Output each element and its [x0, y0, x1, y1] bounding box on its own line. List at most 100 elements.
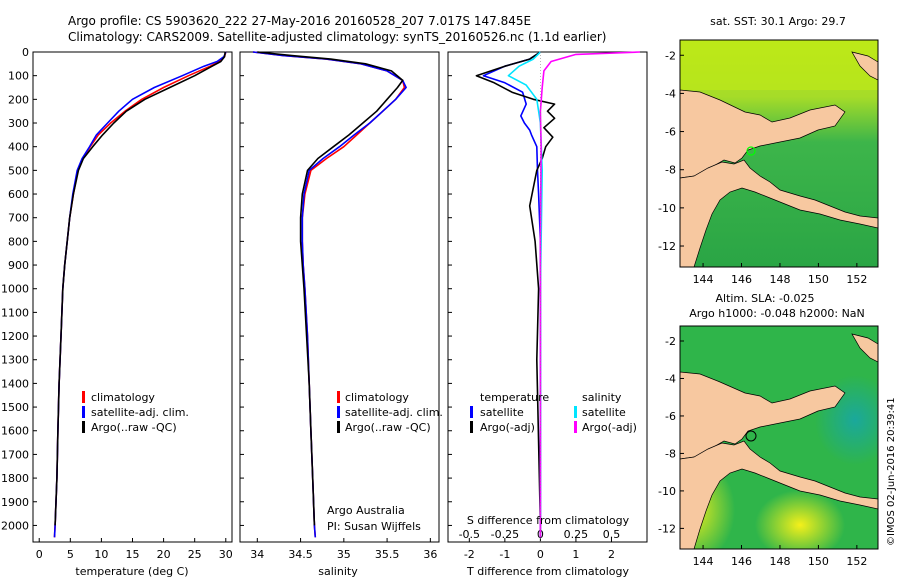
depth-tick-label: 200 — [8, 93, 29, 106]
sst-map-frame — [679, 39, 879, 268]
lon-tick-label: 144 — [693, 555, 714, 568]
sla-map-title-line2: Argo h1000: -0.048 h2000: NaN — [689, 307, 865, 320]
lat-tick-label: -10 — [658, 202, 676, 215]
legend-label-temp-argo: Argo(-adj) — [480, 421, 535, 434]
legend-swatch-satellite — [82, 406, 85, 418]
depth-tick-label: 900 — [8, 259, 29, 272]
lon-tick-label: 146 — [731, 555, 752, 568]
temperature-legend: climatology satellite-adj. clim. Argo(..… — [82, 391, 189, 434]
x-tick-label: 0 — [537, 548, 544, 561]
sla-map-lat-axis: -2 -4 -6 -8 -10 -12 — [658, 335, 684, 535]
legend-heading-temperature: temperature — [480, 391, 549, 404]
lon-tick-label: 144 — [693, 273, 714, 286]
legend-label-temp-satellite: satellite — [480, 406, 524, 419]
new-britain-landmass — [851, 333, 878, 363]
x-tick-label: 34 — [250, 548, 264, 561]
series-temperature-argo-adj- — [475, 51, 556, 526]
lat-tick-label: -6 — [665, 126, 676, 139]
depth-tick-label: 1300 — [1, 354, 29, 367]
figure-title-line1: Argo profile: CS 5903620_222 27-May-2016… — [68, 14, 531, 28]
difference-panel: -2 -1 0 1 2 -0.5 -0.25 0 0.25 0.5 T difference f… — [447, 51, 648, 578]
sst-map-lon-axis: 144 146 148 150 152 — [693, 263, 867, 286]
argo-australia-note: Argo Australia — [327, 504, 405, 517]
x-tick-label: 36 — [423, 548, 437, 561]
depth-tick-label: 1700 — [1, 448, 29, 461]
temperature-panel: 0100200300400500600700800900100011001200… — [1, 46, 233, 578]
depth-axis: 0 100 200 300 400 500 600 700 800 900 1000 1100 1200… — [1, 46, 29, 532]
series-argo-raw-qc- — [54, 51, 226, 526]
sst-map-title: sat. SST: 30.1 Argo: 29.7 — [710, 15, 846, 28]
lon-tick-label: 148 — [769, 555, 790, 568]
x-tick-label: 35 — [337, 548, 351, 561]
legend-heading-salinity: salinity — [582, 391, 622, 404]
lat-tick-label: -10 — [658, 485, 676, 498]
legend-label-climatology: climatology — [345, 391, 409, 404]
legend-label-climatology: climatology — [91, 391, 155, 404]
lon-tick-label: 152 — [846, 273, 867, 286]
depth-tick-label: 1200 — [1, 330, 29, 343]
t-difference-axis: -2 -1 0 1 2 — [464, 538, 615, 561]
legend-swatch-argo — [82, 421, 85, 433]
legend-label-argo: Argo(..raw -QC) — [91, 421, 177, 434]
salinity-axis: 34 34.5 35 35.5 36 — [250, 538, 437, 561]
difference-plot-frame — [447, 51, 648, 543]
t-difference-axis-label: T difference from climatology — [466, 565, 629, 578]
legend-swatch-temp-satellite — [470, 406, 473, 418]
x-tick-label: 0 — [36, 548, 43, 561]
x-tick-label: 1 — [572, 548, 579, 561]
depth-tick-label: 800 — [8, 235, 29, 248]
argo-float-marker — [746, 146, 756, 156]
x-tick-label: 2 — [608, 548, 615, 561]
lat-tick-label: -4 — [665, 87, 676, 100]
lat-tick-label: -2 — [665, 335, 676, 348]
lat-tick-label: -12 — [658, 240, 676, 253]
x-tick-label: 5 — [67, 548, 74, 561]
sla-map: -2 -4 -6 -8 -10 -12 144 146 148 150 152 — [658, 325, 879, 568]
lat-tick-label: -4 — [665, 372, 676, 385]
salinity-axis-label: salinity — [318, 565, 358, 578]
salinity-plot-frame — [239, 51, 440, 543]
sla-map-frame — [679, 325, 879, 550]
x-tick-label: 34.5 — [288, 548, 313, 561]
sla-high-anomaly-south — [755, 490, 845, 549]
lon-tick-label: 150 — [808, 555, 829, 568]
lat-tick-label: -8 — [665, 447, 676, 460]
series-salinity-satellite — [507, 51, 544, 526]
depth-tick-label: 600 — [8, 188, 29, 201]
lat-tick-label: -8 — [665, 164, 676, 177]
legend-swatch-climatology — [337, 391, 340, 403]
legend-label-argo: Argo(..raw -QC) — [345, 421, 431, 434]
legend-swatch-sal-satellite — [574, 406, 577, 418]
temperature-plot-frame — [32, 51, 233, 543]
series-argo-raw-qc- — [257, 51, 404, 526]
x-tick-label: -2 — [464, 548, 475, 561]
argo-float-marker — [745, 430, 757, 442]
depth-tick-label: 0 — [22, 46, 29, 59]
depth-tick-label: 1600 — [1, 425, 29, 438]
legend-swatch-satellite — [337, 406, 340, 418]
legend-swatch-temp-argo — [470, 421, 473, 433]
new-guinea-landmass — [680, 89, 846, 179]
sst-map: -2 -4 -6 -8 -10 -12 144 146 148 150 152 — [658, 39, 879, 286]
x-tick-label: -1 — [499, 548, 510, 561]
lon-tick-label: 150 — [808, 273, 829, 286]
legend-label-sal-argo: Argo(-adj) — [582, 421, 637, 434]
depth-tick-label: 1100 — [1, 306, 29, 319]
x-tick-label: 15 — [126, 548, 140, 561]
series-salinity-argo-adj- — [539, 51, 640, 538]
lon-tick-label: 152 — [846, 555, 867, 568]
depth-tick-label: 1900 — [1, 496, 29, 509]
lon-tick-label: 148 — [769, 273, 790, 286]
depth-tick-label: 100 — [8, 70, 29, 83]
x-tick-label: 35.5 — [375, 548, 400, 561]
papua-peninsula-landmass — [680, 440, 878, 549]
legend-swatch-sal-argo — [574, 421, 577, 433]
legend-swatch-argo — [337, 421, 340, 433]
sla-map-title-line1: Altim. SLA: -0.025 — [715, 292, 814, 305]
s-diff-tick-label: 0.5 — [603, 528, 621, 541]
depth-tick-label: 500 — [8, 164, 29, 177]
lat-tick-label: -2 — [665, 49, 676, 62]
depth-tick-label: 1500 — [1, 401, 29, 414]
figure-title-line2: Climatology: CARS2009. Satellite-adjuste… — [68, 30, 606, 44]
